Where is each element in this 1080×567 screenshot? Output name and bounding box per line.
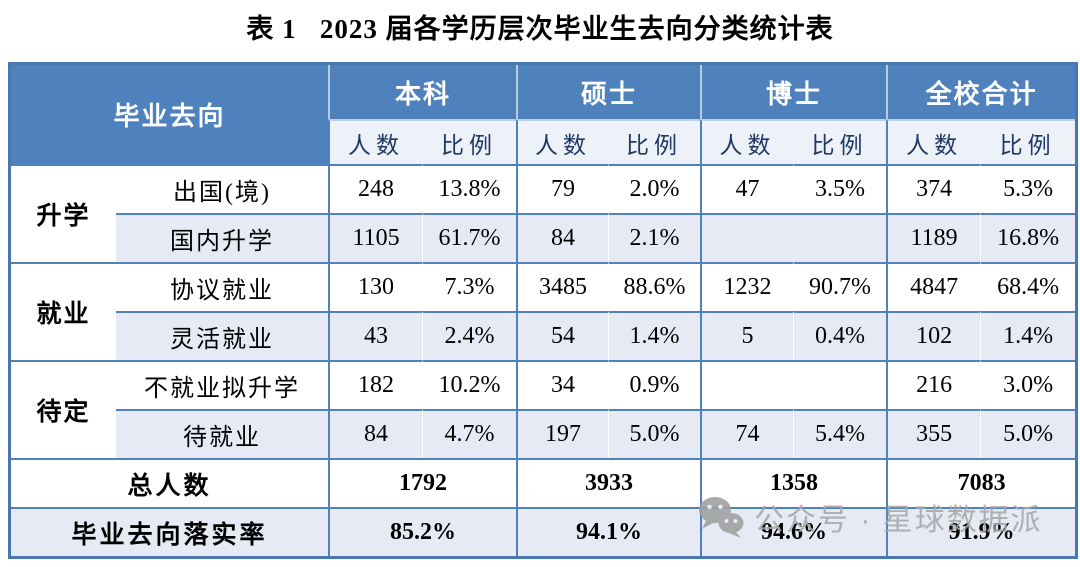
value-cell: 5.3% — [980, 164, 1076, 213]
value-cell: 197 — [516, 409, 609, 458]
value-cell: 74 — [700, 409, 794, 458]
value-cell: 47 — [700, 164, 794, 213]
table-row: 待就业 84 4.7% 197 5.0% 74 5.4% 355 5.0% — [11, 409, 1076, 458]
col-header-master: 硕士 — [516, 65, 701, 119]
table-row: 就业 协议就业 130 7.3% 3485 88.6% 1232 90.7% 4… — [11, 262, 1076, 360]
table-row: 待定 不就业拟升学 182 10.2% 34 0.9% 216 3.0% — [11, 360, 1076, 458]
value-cell: 79 — [516, 164, 609, 213]
total-value: 1792 — [328, 458, 517, 507]
value-cell: 7.3% — [422, 262, 517, 311]
row-label: 国内升学 — [116, 213, 329, 262]
col-header-doctor: 博士 — [700, 65, 887, 119]
row-group-label-employment: 就业 — [11, 262, 116, 360]
value-cell: 3.0% — [980, 360, 1076, 409]
table-row: 灵活就业 43 2.4% 54 1.4% 5 0.4% 102 1.4% — [11, 311, 1076, 360]
value-cell: 3.5% — [793, 164, 887, 213]
value-cell: 10.2% — [422, 360, 517, 409]
table-row: 升学 出国(境) 248 13.8% 79 2.0% 47 3.5% 374 5… — [11, 164, 1076, 262]
row-group-label-pending: 待定 — [11, 360, 116, 458]
graduate-destination-table: 毕业去向 本科 硕士 博士 全校合计 人数 比例 人数 比例 人数 比例 人数 … — [8, 62, 1079, 559]
value-cell: 355 — [886, 409, 981, 458]
total-row-label: 总人数 — [11, 458, 329, 507]
rate-value: 91.9% — [886, 507, 1076, 556]
value-cell: 34 — [516, 360, 609, 409]
value-cell: 5.4% — [793, 409, 887, 458]
subheader-count: 人数 — [700, 119, 794, 164]
value-cell: 16.8% — [980, 213, 1076, 262]
subheader-ratio: 比例 — [980, 119, 1076, 164]
value-cell: 0.9% — [608, 360, 701, 409]
value-cell: 374 — [886, 164, 981, 213]
row-label: 出国(境) — [116, 164, 329, 213]
header-row-subcolumns: 人数 比例 人数 比例 人数 比例 人数 比例 — [11, 119, 1076, 164]
value-cell: 102 — [886, 311, 981, 360]
value-cell: 88.6% — [608, 262, 701, 311]
corner-header: 毕业去向 — [11, 65, 329, 164]
value-cell: 248 — [328, 164, 423, 213]
value-cell: 5.0% — [608, 409, 701, 458]
total-value: 1358 — [700, 458, 887, 507]
value-cell: 1232 — [700, 262, 794, 311]
rate-row: 毕业去向落实率 85.2% 94.1% 94.6% 91.9% — [11, 507, 1076, 556]
subheader-ratio: 比例 — [793, 119, 887, 164]
value-cell: 2.4% — [422, 311, 517, 360]
value-cell: 61.7% — [422, 213, 517, 262]
value-cell: 1189 — [886, 213, 981, 262]
value-cell: 1105 — [328, 213, 423, 262]
value-cell: 2.1% — [608, 213, 701, 262]
row-label: 灵活就业 — [116, 311, 329, 360]
value-cell: 182 — [328, 360, 423, 409]
value-cell: 68.4% — [980, 262, 1076, 311]
table-title: 表 1 2023 届各学历层次毕业生去向分类统计表 — [246, 14, 834, 44]
rate-value: 94.6% — [700, 507, 887, 556]
row-label: 不就业拟升学 — [116, 360, 329, 409]
value-cell: 4847 — [886, 262, 981, 311]
value-cell: 4.7% — [422, 409, 517, 458]
row-label: 协议就业 — [116, 262, 329, 311]
subheader-count: 人数 — [328, 119, 423, 164]
value-cell: 1.4% — [608, 311, 701, 360]
value-cell: 130 — [328, 262, 423, 311]
value-cell: 84 — [328, 409, 423, 458]
header-row-groups: 毕业去向 本科 硕士 博士 全校合计 — [11, 65, 1076, 164]
row-group-label-further-study: 升学 — [11, 164, 116, 262]
value-cell: 2.0% — [608, 164, 701, 213]
value-cell: 0.4% — [793, 311, 887, 360]
value-cell: 216 — [886, 360, 981, 409]
col-header-bachelor: 本科 — [328, 65, 517, 119]
total-value: 7083 — [886, 458, 1076, 507]
value-cell: 5 — [700, 311, 794, 360]
empty-cell — [700, 213, 887, 262]
total-value: 3933 — [516, 458, 701, 507]
value-cell: 84 — [516, 213, 609, 262]
subheader-ratio: 比例 — [608, 119, 701, 164]
rate-row-label: 毕业去向落实率 — [11, 507, 329, 556]
value-cell: 90.7% — [793, 262, 887, 311]
subheader-count: 人数 — [516, 119, 609, 164]
col-header-total: 全校合计 — [886, 65, 1076, 119]
subheader-count: 人数 — [886, 119, 981, 164]
value-cell: 1.4% — [980, 311, 1076, 360]
subheader-ratio: 比例 — [422, 119, 517, 164]
rate-value: 85.2% — [328, 507, 517, 556]
value-cell: 54 — [516, 311, 609, 360]
value-cell: 5.0% — [980, 409, 1076, 458]
total-row: 总人数 1792 3933 1358 7083 — [11, 458, 1076, 507]
table-row: 国内升学 1105 61.7% 84 2.1% 1189 16.8% — [11, 213, 1076, 262]
value-cell: 3485 — [516, 262, 609, 311]
value-cell: 43 — [328, 311, 423, 360]
value-cell: 13.8% — [422, 164, 517, 213]
empty-cell — [700, 360, 887, 409]
row-label: 待就业 — [116, 409, 329, 458]
rate-value: 94.1% — [516, 507, 701, 556]
